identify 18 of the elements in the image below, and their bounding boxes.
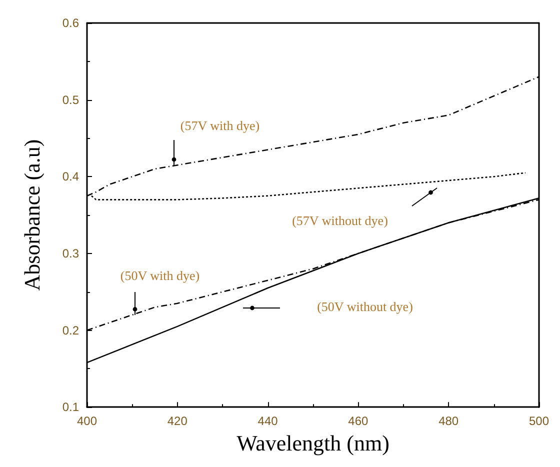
y-tick-label: 0.3 [62, 246, 80, 260]
x-tick-label: 500 [528, 414, 550, 428]
y-tick-label: 0.1 [62, 400, 80, 414]
x-axis-title: Wavelength (nm) [236, 430, 390, 456]
x-tick-label: 480 [438, 414, 459, 428]
y-tick-label: 0.2 [62, 323, 80, 338]
x-tick-label: 460 [348, 414, 369, 428]
x-tick-label: 400 [76, 414, 98, 428]
y-tick-label: 0.4 [62, 170, 80, 184]
y-tick-label: 0.5 [62, 92, 80, 107]
annotation: (57V with dye) [180, 118, 260, 133]
annotation: (50V without dye) [317, 298, 413, 314]
y-tick-label: 0.6 [62, 16, 80, 30]
x-tick-label: 440 [258, 414, 278, 428]
x-tick-label: 420 [167, 414, 188, 428]
y-axis-title: Absorbance (a.u) [20, 139, 44, 291]
annotation: (50V with dye) [120, 268, 200, 283]
annotation: (57V without dye) [292, 212, 388, 228]
